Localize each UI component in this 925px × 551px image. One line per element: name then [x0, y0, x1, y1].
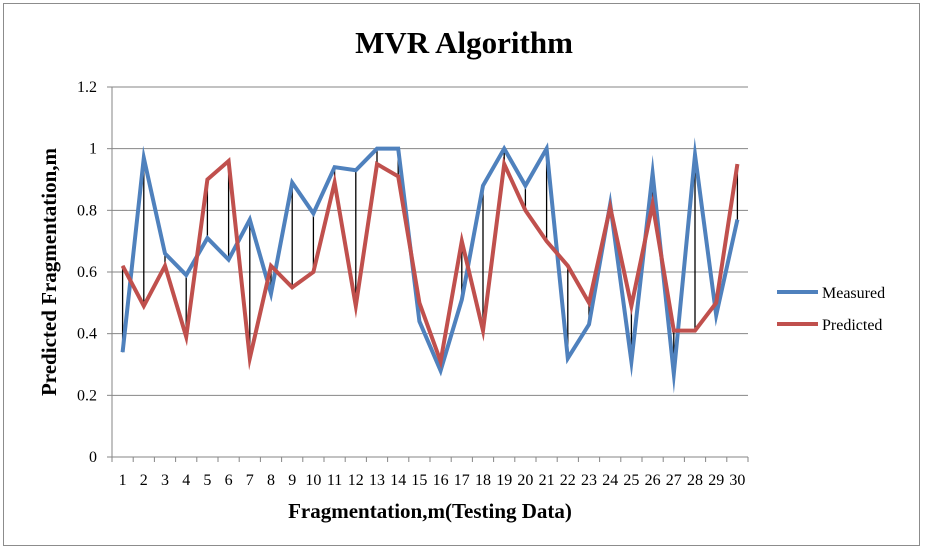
x-tick-label: 23 [581, 472, 597, 489]
x-tick-label: 17 [454, 472, 470, 489]
x-tick-label: 18 [475, 472, 491, 489]
y-tick-label: 0.8 [77, 202, 97, 219]
x-tick-label: 25 [623, 472, 639, 489]
chart-title: MVR Algorithm [355, 25, 573, 60]
y-tick-label: 0.6 [77, 264, 97, 281]
x-tick-label: 15 [411, 472, 427, 489]
x-tick-label: 2 [140, 472, 148, 489]
x-tick-label: 28 [687, 472, 703, 489]
x-tick-label: 26 [645, 472, 661, 489]
series-line-predicted [120, 156, 740, 371]
x-tick-label: 20 [517, 472, 533, 489]
x-tick-labels: 1 2 3 4 5 6 7 8 9 10 11 12 13 14 15 16 17 18 19 20 21 22 23 24 2… [119, 472, 746, 489]
x-tick-label: 11 [327, 472, 342, 489]
x-tick-label: 24 [602, 472, 618, 489]
series-line-measured [120, 137, 740, 394]
y-tick-label: 1.2 [77, 79, 97, 96]
gridlines [112, 86, 748, 396]
x-tick-label: 13 [369, 472, 385, 489]
x-tick-label: 30 [729, 472, 745, 489]
x-tick-label: 16 [433, 472, 449, 489]
y-tick-label: 1 [89, 141, 97, 158]
x-tick-label: 10 [305, 472, 321, 489]
x-tick-label: 8 [267, 472, 275, 489]
y-axis-title: Predicted Fragmentation,m [37, 147, 61, 396]
x-tick-label: 1 [119, 472, 127, 489]
x-tick-label: 4 [182, 472, 190, 489]
x-axis-title: Fragmentation,m(Testing Data) [288, 499, 572, 523]
x-tick-label: 19 [496, 472, 512, 489]
legend-label-predicted: Predicted [822, 317, 882, 334]
x-tick-label: 14 [390, 472, 406, 489]
x-tick-label: 5 [203, 472, 211, 489]
y-tick-label: 0 [89, 449, 97, 466]
legend-label-measured: Measured [822, 285, 885, 302]
x-tick-label: 27 [666, 472, 682, 489]
y-tick-label: 0.4 [77, 326, 97, 343]
y-tick-label: 0.2 [77, 387, 97, 404]
x-tick-label: 6 [225, 472, 233, 489]
drop-lines [121, 148, 739, 374]
legend: Measured Predicted [777, 285, 885, 334]
x-tick-label: 12 [348, 472, 364, 489]
x-tick-label: 3 [161, 472, 169, 489]
x-tick-label: 9 [288, 472, 296, 489]
y-tick-labels: 0 0.2 0.4 0.6 0.8 1 1.2 [77, 79, 97, 466]
x-tick-label: 29 [708, 472, 724, 489]
x-tick-label: 7 [246, 472, 254, 489]
axes [107, 86, 749, 462]
series-lines [120, 137, 740, 394]
x-tick-label: 21 [539, 472, 555, 489]
x-tick-label: 22 [560, 472, 576, 489]
